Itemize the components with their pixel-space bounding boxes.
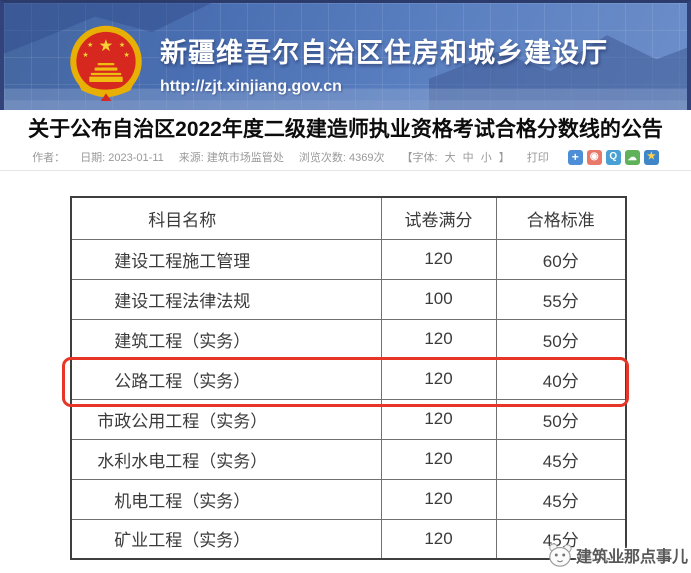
subject-cell: 建筑工程（实务） <box>70 318 382 360</box>
table-row: 机电工程（实务） 120 45分 <box>70 478 627 520</box>
column-header-subject: 科目名称 <box>70 196 382 240</box>
full-score-cell: 120 <box>380 398 497 440</box>
pass-score-cell: 50分 <box>495 318 627 360</box>
pass-score-cell: 55分 <box>495 278 627 320</box>
meta-source: 来源: 建筑市场监管处 <box>178 152 284 164</box>
table-row: 市政公用工程（实务） 120 50分 <box>70 398 627 440</box>
full-score-cell: 120 <box>380 478 497 520</box>
meta-date: 日期: 2023-01-11 <box>80 152 164 164</box>
score-table: 科目名称 试卷满分 合格标准 建设工程施工管理 120 60分 建设工程法律法规… <box>70 196 627 560</box>
share-wechat-icon[interactable]: ☁ <box>624 149 640 165</box>
subject-cell: 矿业工程（实务） <box>70 518 382 560</box>
full-score-cell: 120 <box>380 438 497 480</box>
watermark: 建筑业那点事儿 <box>546 542 688 568</box>
svg-text:★: ★ <box>82 51 88 59</box>
share-favorite-icon[interactable]: ★ <box>643 149 659 165</box>
print-button[interactable]: 打印 <box>526 152 549 164</box>
watermark-mascot-icon <box>549 543 572 567</box>
table-row: 建设工程施工管理 120 60分 <box>70 238 627 280</box>
pass-score-cell: 50分 <box>495 398 627 440</box>
pass-score-cell: 60分 <box>495 238 627 280</box>
subject-cell: 公路工程（实务） <box>70 358 382 400</box>
font-size-medium-button[interactable]: 中 <box>462 152 474 164</box>
full-score-cell: 120 <box>380 518 497 560</box>
pass-score-cell: 45分 <box>495 438 627 480</box>
svg-text:★: ★ <box>99 36 114 55</box>
full-score-cell: 120 <box>380 238 497 280</box>
national-emblem-icon: ★ ★ ★ ★ ★ <box>70 25 142 101</box>
share-more-icon[interactable]: + <box>567 149 583 165</box>
column-header-pass-score: 合格标准 <box>495 196 627 240</box>
meta-author: 作者： <box>32 152 66 164</box>
title-divider <box>0 170 691 171</box>
font-size-control: 【字体: 大 中 小 】 <box>399 149 511 165</box>
agency-name: 新疆维吾尔自治区住房和城乡建设厅 <box>160 38 608 68</box>
column-header-full-score: 试卷满分 <box>380 196 497 240</box>
pass-score-cell: 40分 <box>495 358 627 400</box>
agency-url: http://zjt.xinjiang.gov.cn <box>160 78 342 95</box>
article-meta: 作者： 日期: 2023-01-11 来源: 建筑市场监管处 浏览次数: 436… <box>0 148 691 166</box>
svg-text:★: ★ <box>119 41 125 49</box>
font-size-small-button[interactable]: 小 <box>480 152 492 164</box>
banner-mountains-image <box>4 3 687 110</box>
table-row: 矿业工程（实务） 120 45分 <box>70 518 627 560</box>
full-score-cell: 120 <box>380 318 497 360</box>
pass-score-cell: 45分 <box>495 478 627 520</box>
subject-cell: 市政公用工程（实务） <box>70 398 382 440</box>
table-header-row: 科目名称 试卷满分 合格标准 <box>70 196 627 240</box>
full-score-cell: 100 <box>380 278 497 320</box>
svg-text:★: ★ <box>123 51 129 59</box>
table-row-highlighted: 公路工程（实务） 120 40分 <box>70 358 627 400</box>
subject-cell: 机电工程（实务） <box>70 478 382 520</box>
table-row: 建筑工程（实务） 120 50分 <box>70 318 627 360</box>
meta-views: 浏览次数: 4369次 <box>298 152 385 164</box>
share-weibo-icon[interactable]: ◉ <box>586 149 602 165</box>
table-row: 水利水电工程（实务） 120 45分 <box>70 438 627 480</box>
subject-cell: 水利水电工程（实务） <box>70 438 382 480</box>
article-title: 关于公布自治区2022年度二级建造师执业资格考试合格分数线的公告 <box>28 118 663 141</box>
subject-cell: 建设工程施工管理 <box>70 238 382 280</box>
full-score-cell: 120 <box>380 358 497 400</box>
font-size-label: 【字体: <box>401 152 438 164</box>
table-row: 建设工程法律法规 100 55分 <box>70 278 627 320</box>
font-size-large-button[interactable]: 大 <box>444 152 456 164</box>
watermark-text: 建筑业那点事儿 <box>575 549 688 566</box>
share-qzone-icon[interactable]: Q <box>605 149 621 165</box>
svg-text:★: ★ <box>87 41 93 49</box>
font-size-label-close: 】 <box>498 152 510 164</box>
subject-cell: 建设工程法律法规 <box>70 278 382 320</box>
share-buttons: + ◉ Q ☁ ★ <box>567 149 659 165</box>
site-banner: ★ ★ ★ ★ ★ 新疆维吾尔自治区住房和城乡建设厅 http://zjt.xi… <box>0 0 691 110</box>
